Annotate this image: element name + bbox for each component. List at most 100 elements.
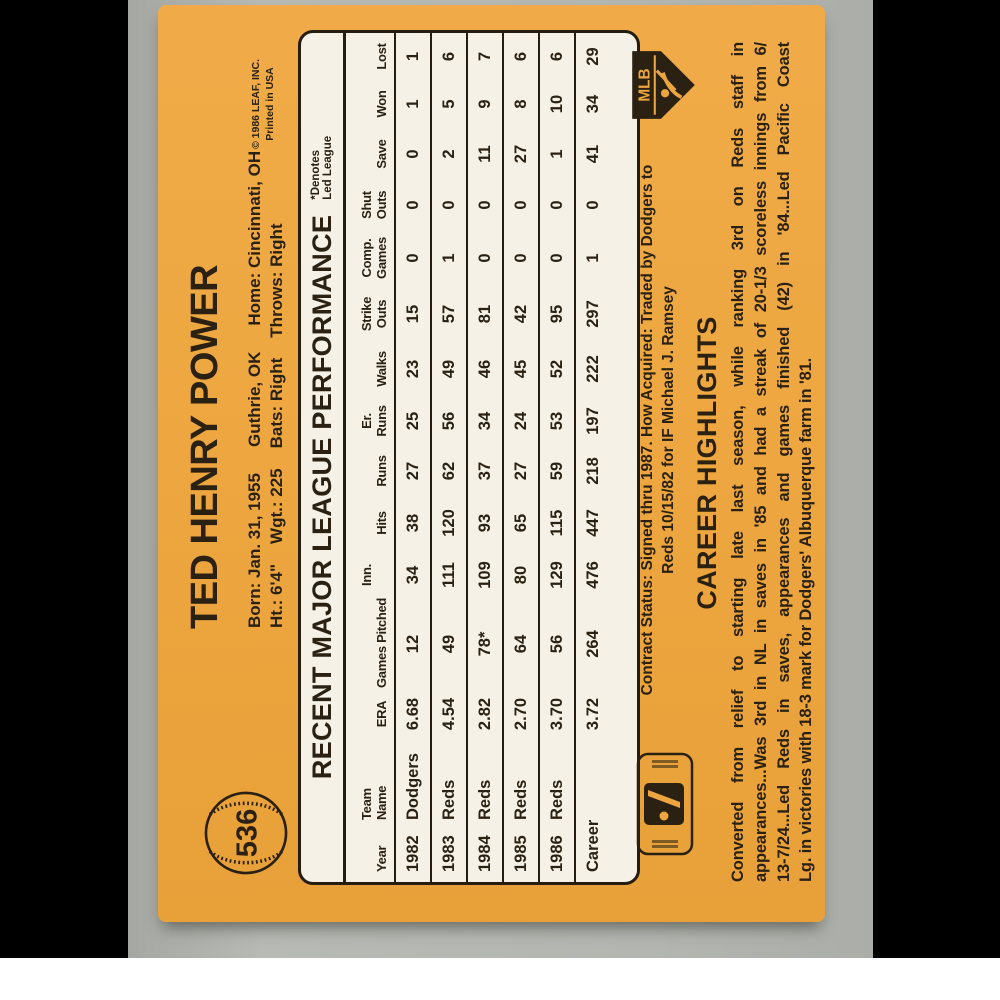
- stats-cell: 129: [539, 550, 575, 600]
- col-runs: Runs: [373, 455, 389, 487]
- career-highlights-text: Converted from relief to starting late l…: [727, 42, 818, 882]
- highlights-line-3: 13-7/24...Led Reds in saves, appearances…: [774, 42, 793, 882]
- bio-birthplace: Guthrie, OK: [245, 351, 264, 448]
- stats-cell: 6.68: [395, 688, 431, 740]
- stats-cell: 65: [503, 496, 539, 550]
- stats-cell: 52: [539, 342, 575, 396]
- stats-cell: 0: [575, 180, 611, 230]
- stats-cell: 64: [503, 600, 539, 688]
- col-games-pitched: Games Pitched: [373, 597, 389, 688]
- stats-table: Year Team Name ERA Games Pitched Inn. Hit…: [346, 33, 611, 882]
- stats-cell: Reds: [503, 740, 539, 830]
- col-year: Year: [373, 845, 389, 872]
- stats-cell: Reds: [467, 740, 503, 830]
- stats-cell: 5: [431, 80, 467, 128]
- stats-cell: 95: [539, 286, 575, 342]
- stats-note-line-1: *Denotes: [309, 149, 322, 200]
- col-wins: Won: [373, 90, 389, 118]
- mlbpa-logo-text: MLB: [637, 68, 654, 101]
- stats-row-1985: 1985 Reds 2.70 64 80 65 27 24 45 42 0: [503, 33, 539, 882]
- stats-cell: 49: [431, 600, 467, 688]
- stats-cell: 12: [395, 600, 431, 688]
- stats-cell: 0: [395, 230, 431, 286]
- stats-cell: 9: [467, 80, 503, 128]
- stats-cell: 111: [431, 550, 467, 600]
- col-losses: Lost: [373, 43, 389, 70]
- stats-cell: 37: [467, 446, 503, 496]
- stats-note: *Denotes Led League: [310, 136, 335, 200]
- col-team: Team Name: [359, 785, 389, 820]
- stats-cell: 0: [395, 128, 431, 180]
- stats-cell: 222: [575, 342, 611, 396]
- stats-cell: 120: [431, 496, 467, 550]
- copyright-line-2: Printed in USA: [263, 67, 276, 141]
- stats-cell: 109: [467, 550, 503, 600]
- stats-cell: 57: [431, 286, 467, 342]
- stats-cell: 6: [431, 33, 467, 80]
- stats-cell: 0: [503, 180, 539, 230]
- stats-cell: 1: [395, 33, 431, 80]
- stats-cell: 1: [395, 80, 431, 128]
- stats-cell: 2.70: [503, 688, 539, 740]
- bio-line-1: Born: Jan. 31, 1955 Guthrie, OK Home: Ci…: [245, 151, 265, 628]
- copyright-block: © 1986 LEAF, INC. Printed in USA: [250, 44, 277, 164]
- stats-header: RECENT MAJOR LEAGUE PERFORMANCE *Denotes…: [301, 33, 346, 882]
- stats-cell: 2: [431, 128, 467, 180]
- stats-row-1983: 1983 Reds 4.54 49 111 120 62 56 49 57 1: [431, 33, 467, 882]
- card-number: 536: [232, 809, 264, 857]
- contract-line-2: Reds 10/15/82 for IF Michael J. Ramsey: [659, 286, 677, 574]
- stats-cell: 0: [539, 230, 575, 286]
- col-walks: Walks: [373, 351, 389, 387]
- stats-cell: 0: [467, 230, 503, 286]
- stats-cell: 6: [539, 33, 575, 80]
- stats-cell: 1: [539, 128, 575, 180]
- bio-home: Home: Cincinnati, OH: [245, 150, 264, 326]
- stats-cell: 115: [539, 496, 575, 550]
- product-photo-frame: 536 TED HENRY POWER Born: Jan. 31, 1955 …: [0, 0, 1000, 958]
- col-innings: Inn.: [359, 564, 374, 586]
- mlbpa-logo-icon: MLB: [632, 51, 695, 119]
- stats-cell: 2.82: [467, 688, 503, 740]
- stats-cell: [575, 740, 611, 830]
- stats-cell: 1984: [467, 830, 503, 882]
- stats-cell: 264: [575, 600, 611, 688]
- stats-cell: 59: [539, 446, 575, 496]
- stats-cell: 93: [467, 496, 503, 550]
- stats-cell: 42: [503, 286, 539, 342]
- stats-row-1986: 1986 Reds 3.70 56 129 115 59 53 52 95 0: [539, 33, 575, 882]
- col-hits: Hits: [373, 511, 389, 535]
- stats-cell: 34: [395, 550, 431, 600]
- col-shutouts: Shut Outs: [359, 190, 389, 220]
- stats-cell: 62: [431, 446, 467, 496]
- photo-background: 536 TED HENRY POWER Born: Jan. 31, 1955 …: [128, 0, 873, 958]
- bio-born: Born: Jan. 31, 1955: [245, 473, 264, 628]
- stats-cell: 80: [503, 550, 539, 600]
- col-strikeouts: Strike Outs: [359, 296, 389, 332]
- stats-cell: 29: [575, 33, 611, 80]
- stats-cell: 23: [395, 342, 431, 396]
- bio-line-2: Ht.: 6'4" Wgt.: 225 Bats: Right Throws: …: [267, 223, 287, 628]
- bio-weight: Wgt.: 225: [267, 468, 286, 544]
- stats-cell: 41: [575, 128, 611, 180]
- stats-cell: 1986: [539, 830, 575, 882]
- stats-cell: 10: [539, 80, 575, 128]
- stats-cell: 15: [395, 286, 431, 342]
- stats-cell: 0: [503, 230, 539, 286]
- col-complete-games: Comp. Games: [359, 237, 389, 279]
- copyright-line-1: © 1986 LEAF, INC.: [250, 59, 262, 150]
- stats-cell: 45: [503, 342, 539, 396]
- stats-cell: 81: [467, 286, 503, 342]
- stats-cell: 27: [503, 128, 539, 180]
- mlb-logo-icon: [636, 752, 694, 856]
- stats-row-1984: 1984 Reds 2.82 78* 109 93 37 34 46 81 0: [467, 33, 503, 882]
- baseball-card-back: 536 TED HENRY POWER Born: Jan. 31, 1955 …: [158, 5, 825, 922]
- stats-cell: 476: [575, 550, 611, 600]
- stats-cell: 1982: [395, 830, 431, 882]
- stats-cell: 7: [467, 33, 503, 80]
- stats-cell: 3.72: [575, 688, 611, 740]
- baseball-number-icon: 536: [204, 791, 288, 875]
- stats-cell: 34: [467, 396, 503, 446]
- stats-header-row: Year Team Name ERA Games Pitched Inn. Hit…: [346, 33, 395, 882]
- stats-cell: 27: [395, 446, 431, 496]
- stats-cell: Reds: [539, 740, 575, 830]
